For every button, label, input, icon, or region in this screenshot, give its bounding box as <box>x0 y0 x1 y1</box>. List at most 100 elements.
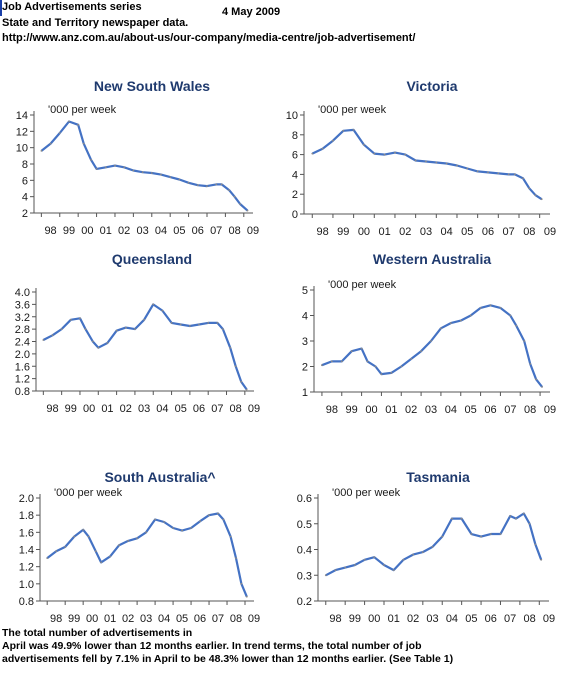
data-point <box>229 535 232 538</box>
data-point <box>514 173 516 176</box>
x-tick-label: 04 <box>441 226 453 238</box>
data-point <box>60 328 63 330</box>
data-point <box>77 123 80 126</box>
data-point <box>404 153 407 156</box>
unit-label: '000 per week <box>48 104 117 116</box>
data-point <box>373 556 376 559</box>
data-point <box>97 346 100 349</box>
data-point <box>206 185 208 188</box>
data-point <box>46 557 49 559</box>
x-tick-label: 98 <box>44 225 56 237</box>
x-tick-label: 06 <box>484 404 496 416</box>
report-subtitle: State and Territory newspaper data. <box>2 17 189 29</box>
data-point <box>489 304 492 307</box>
data-point <box>534 194 537 197</box>
data-point <box>145 531 148 534</box>
data-point <box>402 558 405 561</box>
data-point <box>392 569 395 571</box>
x-tick-label: 00 <box>86 613 98 625</box>
x-tick-label: 06 <box>485 613 497 625</box>
data-point <box>106 342 109 344</box>
data-point <box>344 566 347 569</box>
y-tick-label: 1.8 <box>19 510 34 522</box>
data-point <box>476 170 479 173</box>
data-point <box>528 187 531 190</box>
trend-series-line <box>46 512 248 598</box>
x-tick-label: 02 <box>122 613 134 625</box>
chart-panel-3: Queensland 0.81.21.62.02.42.83.23.64.0 98 9… <box>15 251 260 415</box>
x-tick-label: 07 <box>503 226 515 238</box>
data-point <box>178 178 181 181</box>
data-point <box>189 325 191 327</box>
data-point <box>412 553 414 556</box>
x-tick-label: 05 <box>176 613 188 625</box>
data-point <box>540 558 543 561</box>
x-tick-label: 09 <box>248 613 260 625</box>
x-tick-label: 99 <box>63 225 75 237</box>
data-point <box>445 162 448 165</box>
y-tick-label: 1.6 <box>15 361 30 373</box>
data-point <box>540 198 543 201</box>
data-point <box>207 322 210 324</box>
data-point <box>132 169 135 172</box>
x-tick-label: 00 <box>368 613 380 625</box>
y-tick-label: 0.8 <box>15 386 30 398</box>
data-point <box>152 303 155 306</box>
x-tick-label: 98 <box>326 404 338 416</box>
data-point <box>181 529 184 532</box>
x-tick-label: 05 <box>465 613 477 625</box>
report-title: Job Advertisements series <box>2 1 142 13</box>
x-tick-label: 01 <box>100 225 112 237</box>
data-point <box>528 522 531 525</box>
data-point <box>220 183 223 186</box>
data-point <box>321 364 323 367</box>
x-tick-label: 05 <box>175 403 187 415</box>
data-point <box>169 176 172 179</box>
data-point <box>141 171 144 174</box>
data-point <box>234 365 237 368</box>
y-tick-label: 0.6 <box>297 493 312 505</box>
y-tick-label: 4.0 <box>15 287 30 299</box>
data-point <box>332 139 334 142</box>
y-tick-label: 1.6 <box>19 527 34 539</box>
data-point <box>535 378 537 381</box>
x-tick-label: 98 <box>50 613 62 625</box>
x-tick-label: 06 <box>192 225 204 237</box>
data-point <box>507 173 510 176</box>
data-point <box>354 564 356 566</box>
y-tick-label: 2 <box>302 362 308 374</box>
x-tick-label: 00 <box>81 225 93 237</box>
data-point <box>69 318 72 321</box>
x-tick-label: 06 <box>193 403 205 415</box>
data-point <box>430 340 432 342</box>
y-tick-label: 0.8 <box>19 596 34 608</box>
data-point <box>480 535 482 538</box>
header-accent-bar <box>0 0 2 16</box>
y-tick-label: 5 <box>302 285 308 297</box>
y-tick-label: 3 <box>302 336 308 348</box>
x-tick-label: 99 <box>337 226 349 238</box>
y-tick-label: 14 <box>16 110 28 122</box>
data-point <box>154 518 157 521</box>
y-tick-label: 4 <box>302 311 308 323</box>
y-tick-label: 3.2 <box>15 312 30 324</box>
data-point <box>509 314 512 317</box>
x-tick-label: 05 <box>465 404 477 416</box>
y-tick-label: 2 <box>22 208 28 220</box>
data-point <box>49 142 52 145</box>
x-tick-label: 02 <box>120 403 132 415</box>
data-point <box>451 517 453 520</box>
data-point <box>489 533 492 535</box>
data-point <box>420 350 422 353</box>
y-tick-label: 1.2 <box>15 374 30 386</box>
data-point <box>109 555 111 558</box>
data-point <box>383 153 386 156</box>
data-point <box>374 365 377 368</box>
data-point <box>400 365 403 368</box>
source-url[interactable]: http://www.anz.com.au/about-us/our-compa… <box>2 32 416 44</box>
x-tick-label: 99 <box>65 403 77 415</box>
data-point <box>58 132 61 134</box>
data-point <box>431 546 434 548</box>
x-tick-label: 09 <box>544 226 556 238</box>
data-point <box>390 372 393 374</box>
